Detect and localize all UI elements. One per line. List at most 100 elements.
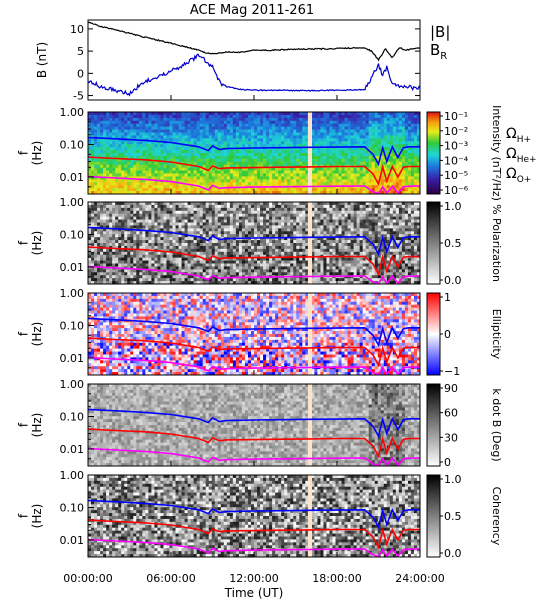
spectrogram-cell (112, 158, 116, 163)
spectrogram-cell (250, 126, 255, 130)
spectrogram-cell (401, 138, 406, 142)
spectrogram-cell (320, 216, 324, 220)
spectrogram-cell (205, 112, 210, 116)
spectrogram-cell (323, 213, 327, 217)
spectrogram-cell (94, 219, 98, 223)
spectrogram-cell (323, 158, 327, 163)
spectrogram-cell (293, 158, 297, 163)
spectrogram-cell (205, 138, 210, 142)
spectrogram-cell (190, 135, 194, 139)
spectrogram-cell (275, 237, 279, 241)
spectrogram-cell (398, 161, 403, 166)
spectrogram-cell (311, 150, 315, 154)
spectrogram-cell (214, 248, 219, 253)
spectrogram-cell (389, 170, 394, 174)
spectrogram-cell (157, 176, 161, 180)
spectrogram-cell (223, 225, 228, 229)
spectrogram-cell (266, 219, 270, 223)
spectrogram-cell (311, 161, 315, 166)
spectrogram-cell (410, 155, 415, 160)
spectrogram-cell (302, 231, 306, 235)
spectrogram-cell (344, 234, 348, 238)
spectrogram-cell (263, 132, 267, 136)
spectrogram-cell (217, 153, 222, 157)
spectrogram-cell (383, 161, 388, 166)
spectrogram-cell (278, 144, 282, 148)
spectrogram-cell (389, 207, 394, 212)
spectrogram-cell (178, 141, 182, 145)
spectrogram-cell (199, 207, 204, 212)
spectrogram-cell (244, 158, 249, 163)
spectrogram-cell (368, 173, 373, 177)
spectrogram-cell (287, 173, 291, 177)
spectrogram-cell (223, 129, 228, 133)
spectrogram-cell (250, 176, 255, 180)
spectrogram-cell (121, 240, 125, 244)
spectrogram-cell (380, 188, 385, 192)
spectrogram-cell (254, 117, 258, 122)
spectrogram-cell (320, 126, 324, 130)
spectrogram-cell (190, 176, 194, 180)
spectrogram-cell (362, 117, 367, 122)
spectrogram-cell (314, 228, 318, 232)
spectrogram-cell (350, 204, 354, 209)
spectrogram-cell (88, 144, 92, 148)
spectrogram-cell (172, 132, 176, 136)
spectrogram-cell (353, 191, 357, 195)
spectrogram-cell (260, 161, 264, 166)
spectrogram-cell (314, 126, 318, 130)
spectrogram-cell (323, 210, 327, 215)
spectrogram-cell (115, 234, 119, 238)
ylabel-line1: f (17, 150, 31, 155)
spectrogram-cell (326, 138, 330, 142)
spectrogram-cell (302, 240, 306, 244)
spectrogram-cell (398, 207, 403, 212)
spectrogram-cell (103, 204, 107, 209)
spectrogram-cell (190, 117, 194, 122)
spectrogram-cell (395, 112, 400, 116)
spectrogram-cell (413, 112, 418, 116)
spectrogram-cell (359, 231, 364, 235)
spectrogram-cell (112, 248, 116, 253)
spectrogram-cell (365, 158, 370, 163)
spectrogram-cell (257, 150, 261, 154)
spectrogram-cell (190, 150, 194, 154)
spectrogram-cell (356, 243, 360, 247)
spectrogram-cell (214, 123, 219, 127)
spectrogram-cell (166, 248, 170, 253)
spectrogram-cell (226, 240, 231, 244)
spectrogram-cell (196, 170, 201, 174)
spectrogram-cell (199, 132, 204, 136)
spectrogram-cell (296, 112, 300, 116)
spectrogram-cell (281, 147, 285, 151)
spectrogram-cell (109, 170, 113, 174)
spectrogram-cell (127, 153, 131, 157)
spectrogram-cell (88, 161, 92, 166)
spectrogram-cell (115, 129, 119, 133)
spectrogram-cell (347, 237, 351, 241)
spectrogram-cell (232, 144, 237, 148)
spectrogram-cell (154, 135, 158, 139)
spectrogram-cell (338, 158, 342, 163)
spectrogram-cell (202, 138, 207, 142)
spectrogram-cell (136, 147, 140, 151)
spectrogram-cell (311, 126, 315, 130)
spectrogram-cell (287, 153, 291, 157)
spectrogram-cell (338, 182, 342, 186)
spectrogram-cell (142, 164, 146, 168)
spectrogram-cell (404, 237, 409, 241)
spectrogram-cell (118, 237, 122, 241)
spectrogram-cell (106, 170, 110, 174)
spectrogram-cell (121, 153, 125, 157)
spectrogram-cell (235, 222, 240, 226)
spectrogram-cell (220, 222, 225, 226)
spectrogram-cell (383, 219, 388, 223)
spectrogram-cell (371, 155, 376, 160)
spectrogram-cell (238, 150, 243, 154)
spectrogram-cell (293, 231, 297, 235)
spectrogram-cell (371, 138, 376, 142)
spectrogram-cell (269, 240, 273, 244)
spectrogram-cell (106, 138, 110, 142)
spectrogram-cell (347, 170, 351, 174)
spectrogram-cell (374, 135, 379, 139)
